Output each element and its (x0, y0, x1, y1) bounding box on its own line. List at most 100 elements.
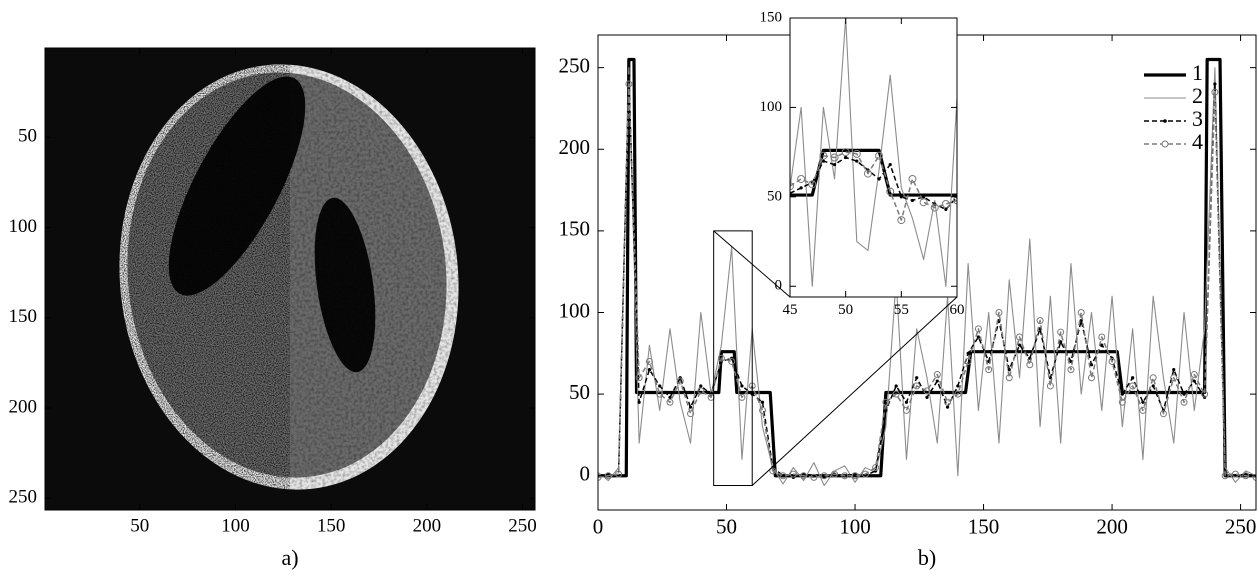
marker (976, 335, 981, 339)
panel-caption: b) (918, 545, 936, 570)
marker (953, 196, 957, 205)
marker (908, 174, 917, 183)
marker (966, 351, 970, 355)
x-tick-label: 50 (838, 302, 853, 318)
marker (1046, 382, 1054, 390)
marker (985, 366, 993, 374)
marker (841, 472, 849, 480)
marker (945, 405, 950, 409)
inset-background (790, 18, 957, 297)
marker (897, 216, 906, 225)
legend-label: 3 (1192, 106, 1203, 131)
marker (964, 357, 972, 365)
legend-marker (1163, 119, 1167, 123)
marker (688, 405, 693, 409)
marker (941, 200, 950, 208)
marker (1213, 82, 1217, 86)
x-tick-label: 50 (130, 515, 149, 536)
marker (933, 371, 941, 379)
legend-label: 2 (1192, 83, 1203, 108)
x-tick-label: 200 (1096, 515, 1128, 539)
marker (1131, 376, 1135, 380)
marker (789, 470, 797, 478)
marker (1057, 328, 1065, 336)
x-tick-label: 100 (221, 515, 250, 536)
y-tick-label: 150 (559, 217, 591, 241)
marker (904, 400, 909, 404)
marker (625, 80, 633, 88)
marker (922, 195, 926, 199)
axes: 45 50 55 60 0 50 100 150 (760, 9, 965, 318)
y-tick-label: 50 (767, 188, 782, 204)
marker (666, 398, 674, 406)
marker (656, 390, 664, 398)
marker (615, 470, 623, 478)
zoom-box (713, 230, 753, 487)
axes-frame (789, 17, 958, 298)
marker (759, 406, 766, 414)
marker (797, 174, 806, 183)
marker (779, 472, 787, 480)
marker (861, 470, 869, 478)
phantom-image (45, 48, 535, 510)
marker (1151, 384, 1155, 388)
x-tick-label: 150 (968, 515, 1000, 539)
axes: 50 100 150 200 250 50 100 150 200 250 a) (9, 47, 537, 570)
marker (877, 177, 881, 181)
marker (821, 159, 826, 163)
y-tick-label: 200 (9, 396, 38, 417)
x-tick-label: 200 (413, 515, 442, 536)
x-tick-label: 45 (783, 302, 798, 318)
marker (1192, 379, 1196, 383)
y-tick-label: 100 (760, 99, 783, 115)
marker (1088, 374, 1095, 382)
x-tick-label: 50 (716, 515, 737, 539)
marker (899, 195, 903, 199)
marker (841, 148, 850, 157)
marker (604, 472, 612, 480)
marker (1139, 406, 1147, 414)
marker (925, 395, 929, 399)
x-tick-label: 250 (1225, 515, 1257, 539)
y-tick-label: 100 (9, 216, 38, 237)
marker (954, 390, 962, 398)
legend-label: 1 (1192, 60, 1203, 85)
axes-frame (44, 47, 536, 511)
marker (1211, 88, 1219, 96)
y-tick-label: 200 (559, 135, 591, 159)
marker (717, 354, 725, 362)
marker (635, 374, 643, 382)
marker (668, 395, 672, 399)
marker (875, 151, 884, 160)
legend-marker (1161, 140, 1169, 148)
x-tick-label: 150 (317, 515, 346, 536)
marker (769, 467, 777, 475)
series-line (790, 156, 957, 211)
y-tick-label: 0 (580, 462, 591, 486)
marker (738, 393, 746, 401)
x-tick-label: 0 (593, 515, 604, 539)
marker (1141, 400, 1145, 404)
marker (1026, 361, 1034, 369)
marker (808, 180, 817, 189)
panel-caption: a) (281, 545, 298, 570)
marker (944, 207, 948, 211)
legend-label: 4 (1192, 129, 1203, 154)
marker (1201, 390, 1209, 398)
marker (820, 472, 828, 480)
marker (1005, 374, 1013, 382)
marker (1221, 472, 1229, 480)
marker (1180, 398, 1188, 406)
marker (645, 357, 653, 365)
marker (1159, 410, 1167, 418)
y-tick-label: 150 (760, 9, 783, 25)
marker (882, 398, 890, 406)
series-line (790, 18, 957, 287)
marker (687, 410, 695, 418)
marker (852, 149, 861, 158)
marker (1077, 308, 1085, 316)
marker (1129, 382, 1137, 390)
marker (1231, 470, 1239, 478)
